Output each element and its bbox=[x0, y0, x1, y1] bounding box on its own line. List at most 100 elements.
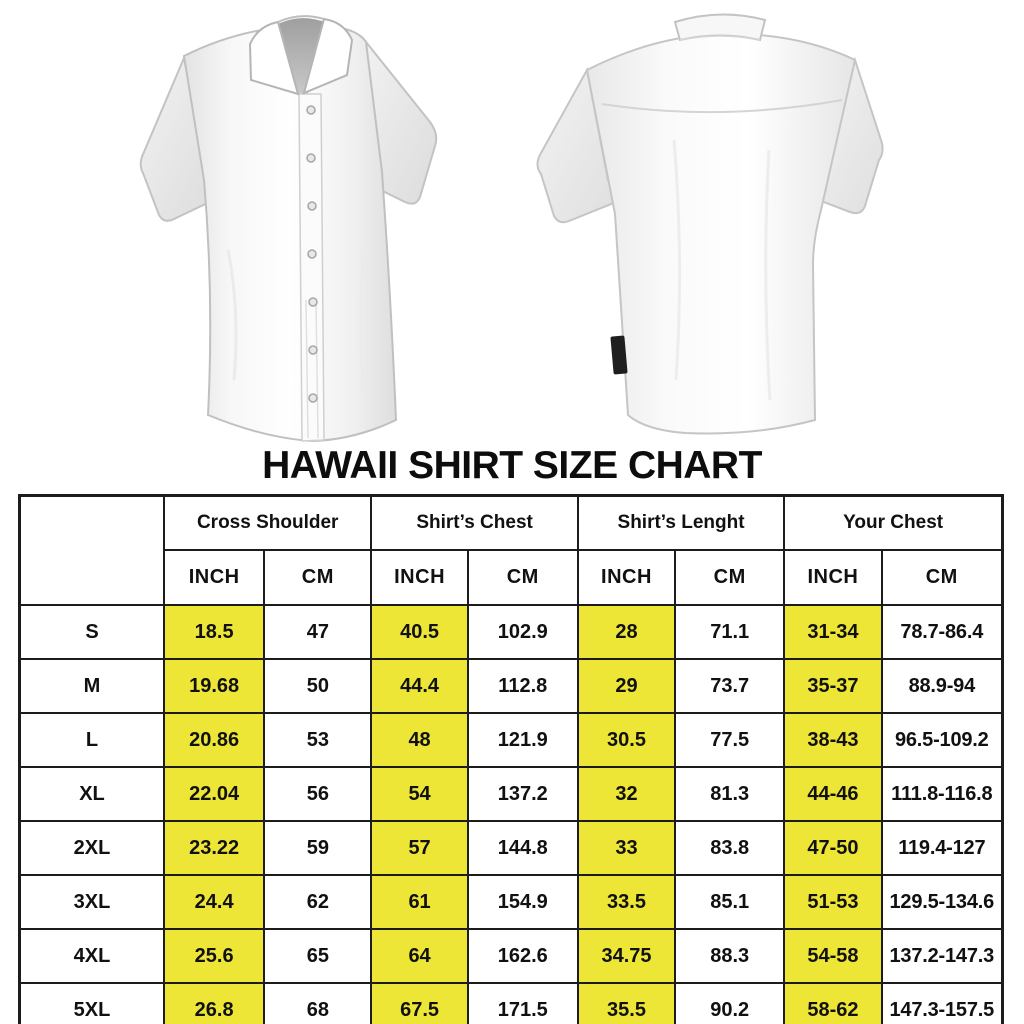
table-cell: 28 bbox=[576, 604, 677, 660]
col-group-cross-shoulder: Cross Shoulder bbox=[162, 494, 373, 551]
table-cell: 48 bbox=[370, 712, 469, 768]
front-collar bbox=[248, 15, 354, 96]
table-cell: 62 bbox=[263, 874, 373, 930]
table-cell: 78.7-86.4 bbox=[880, 604, 1004, 660]
table-cell: 33.5 bbox=[576, 874, 677, 930]
front-sleeve-left bbox=[139, 54, 220, 222]
table-cell: 54-58 bbox=[783, 928, 883, 984]
back-sleeve-left bbox=[536, 67, 618, 224]
table-cell: 85.1 bbox=[674, 874, 786, 930]
table-cell: 47-50 bbox=[783, 820, 883, 876]
table-cell: 83.8 bbox=[674, 820, 786, 876]
table-cell: 31-34 bbox=[783, 604, 883, 660]
back-collar bbox=[673, 13, 767, 42]
table-cell: 129.5-134.6 bbox=[880, 874, 1004, 930]
unit-header-row: INCH CM INCH CM INCH CM INCH CM bbox=[20, 549, 1004, 606]
table-row: 4XL 25.6 65 64 162.6 34.75 88.3 54-58 13… bbox=[18, 928, 1004, 984]
col-group-your-chest: Your Chest bbox=[783, 494, 1004, 551]
table-cell: 38-43 bbox=[783, 712, 883, 768]
table-cell: 58-62 bbox=[783, 982, 883, 1024]
unit-header-inch: INCH bbox=[576, 549, 677, 606]
table-cell: 19.68 bbox=[162, 658, 266, 714]
table-cell: 90.2 bbox=[674, 982, 786, 1024]
table-cell: 119.4-127 bbox=[880, 820, 1004, 876]
unit-header-cm: CM bbox=[263, 549, 373, 606]
unit-header-inch: INCH bbox=[162, 549, 266, 606]
corner-cell bbox=[18, 494, 165, 606]
front-neck-opening bbox=[274, 18, 327, 96]
table-cell: 77.5 bbox=[674, 712, 786, 768]
table-cell: 67.5 bbox=[370, 982, 469, 1024]
group-header-row: Cross Shoulder Shirt’s Chest Shirt’s Len… bbox=[18, 494, 1004, 606]
table-cell: 121.9 bbox=[466, 712, 579, 768]
unit-header-cm: CM bbox=[880, 549, 1004, 606]
table-cell: 102.9 bbox=[466, 604, 579, 660]
back-sleeve-right bbox=[814, 56, 884, 215]
table-cell: 57 bbox=[370, 820, 469, 876]
col-group-shirts-length: Shirt’s Lenght bbox=[576, 494, 786, 551]
size-label: 2XL bbox=[18, 820, 165, 876]
front-buttons bbox=[306, 105, 318, 403]
size-label: 5XL bbox=[18, 982, 165, 1024]
table-cell: 51-53 bbox=[783, 874, 883, 930]
back-body bbox=[585, 32, 857, 435]
table-cell: 96.5-109.2 bbox=[880, 712, 1004, 768]
shirt-back-image bbox=[536, 13, 884, 435]
table-cell: 68 bbox=[263, 982, 373, 1024]
table-cell: 32 bbox=[576, 766, 677, 822]
table-cell: 88.3 bbox=[674, 928, 786, 984]
table-cell: 53 bbox=[263, 712, 373, 768]
table-cell: 56 bbox=[263, 766, 373, 822]
table-row: XL 22.04 56 54 137.2 32 81.3 44-46 111.8… bbox=[18, 766, 1004, 822]
table-cell: 20.86 bbox=[162, 712, 266, 768]
size-label: XL bbox=[18, 766, 165, 822]
table-cell: 147.3-157.5 bbox=[880, 982, 1004, 1024]
unit-header-cm: CM bbox=[674, 549, 786, 606]
table-cell: 30.5 bbox=[576, 712, 677, 768]
table-cell: 35-37 bbox=[783, 658, 883, 714]
table-cell: 71.1 bbox=[674, 604, 786, 660]
table-cell: 64 bbox=[370, 928, 469, 984]
page-title: HAWAII SHIRT SIZE CHART bbox=[262, 444, 762, 487]
table-cell: 50 bbox=[263, 658, 373, 714]
table-row: 2XL 23.22 59 57 144.8 33 83.8 47-50 119.… bbox=[18, 820, 1004, 876]
table-cell: 25.6 bbox=[162, 928, 266, 984]
table-cell: 65 bbox=[263, 928, 373, 984]
table-row: S 18.5 47 40.5 102.9 28 71.1 31-34 78.7-… bbox=[18, 604, 1004, 660]
size-label: L bbox=[18, 712, 165, 768]
table-cell: 18.5 bbox=[162, 604, 266, 660]
back-yoke-seam bbox=[601, 99, 843, 114]
table-cell: 40.5 bbox=[370, 604, 469, 660]
table-cell: 112.8 bbox=[466, 658, 579, 714]
table-cell: 171.5 bbox=[466, 982, 579, 1024]
table-cell: 144.8 bbox=[466, 820, 579, 876]
table-cell: 23.22 bbox=[162, 820, 266, 876]
table-cell: 29 bbox=[576, 658, 677, 714]
table-cell: 59 bbox=[263, 820, 373, 876]
front-placket bbox=[298, 93, 325, 442]
table-cell: 47 bbox=[263, 604, 373, 660]
table-cell: 162.6 bbox=[466, 928, 579, 984]
size-label: 3XL bbox=[18, 874, 165, 930]
col-group-shirts-chest: Shirt’s Chest bbox=[370, 494, 579, 551]
table-row: 5XL 26.8 68 67.5 171.5 35.5 90.2 58-62 1… bbox=[18, 982, 1004, 1024]
table-cell: 54 bbox=[370, 766, 469, 822]
table-row: M 19.68 50 44.4 112.8 29 73.7 35-37 88.9… bbox=[18, 658, 1004, 714]
table-cell: 137.2 bbox=[466, 766, 579, 822]
size-label: M bbox=[18, 658, 165, 714]
table-cell: 24.4 bbox=[162, 874, 266, 930]
table-cell: 26.8 bbox=[162, 982, 266, 1024]
size-chart-table: Cross Shoulder Shirt’s Chest Shirt’s Len… bbox=[18, 494, 1004, 1024]
table-cell: 137.2-147.3 bbox=[880, 928, 1004, 984]
table-row: L 20.86 53 48 121.9 30.5 77.5 38-43 96.5… bbox=[18, 712, 1004, 768]
unit-header-inch: INCH bbox=[783, 549, 883, 606]
table-cell: 35.5 bbox=[576, 982, 677, 1024]
table-cell: 88.9-94 bbox=[880, 658, 1004, 714]
shirt-front-image bbox=[139, 15, 438, 443]
table-cell: 81.3 bbox=[674, 766, 786, 822]
table-cell: 22.04 bbox=[162, 766, 266, 822]
care-tag bbox=[610, 335, 628, 375]
table-cell: 34.75 bbox=[576, 928, 677, 984]
table-cell: 44-46 bbox=[783, 766, 883, 822]
size-label: 4XL bbox=[18, 928, 165, 984]
